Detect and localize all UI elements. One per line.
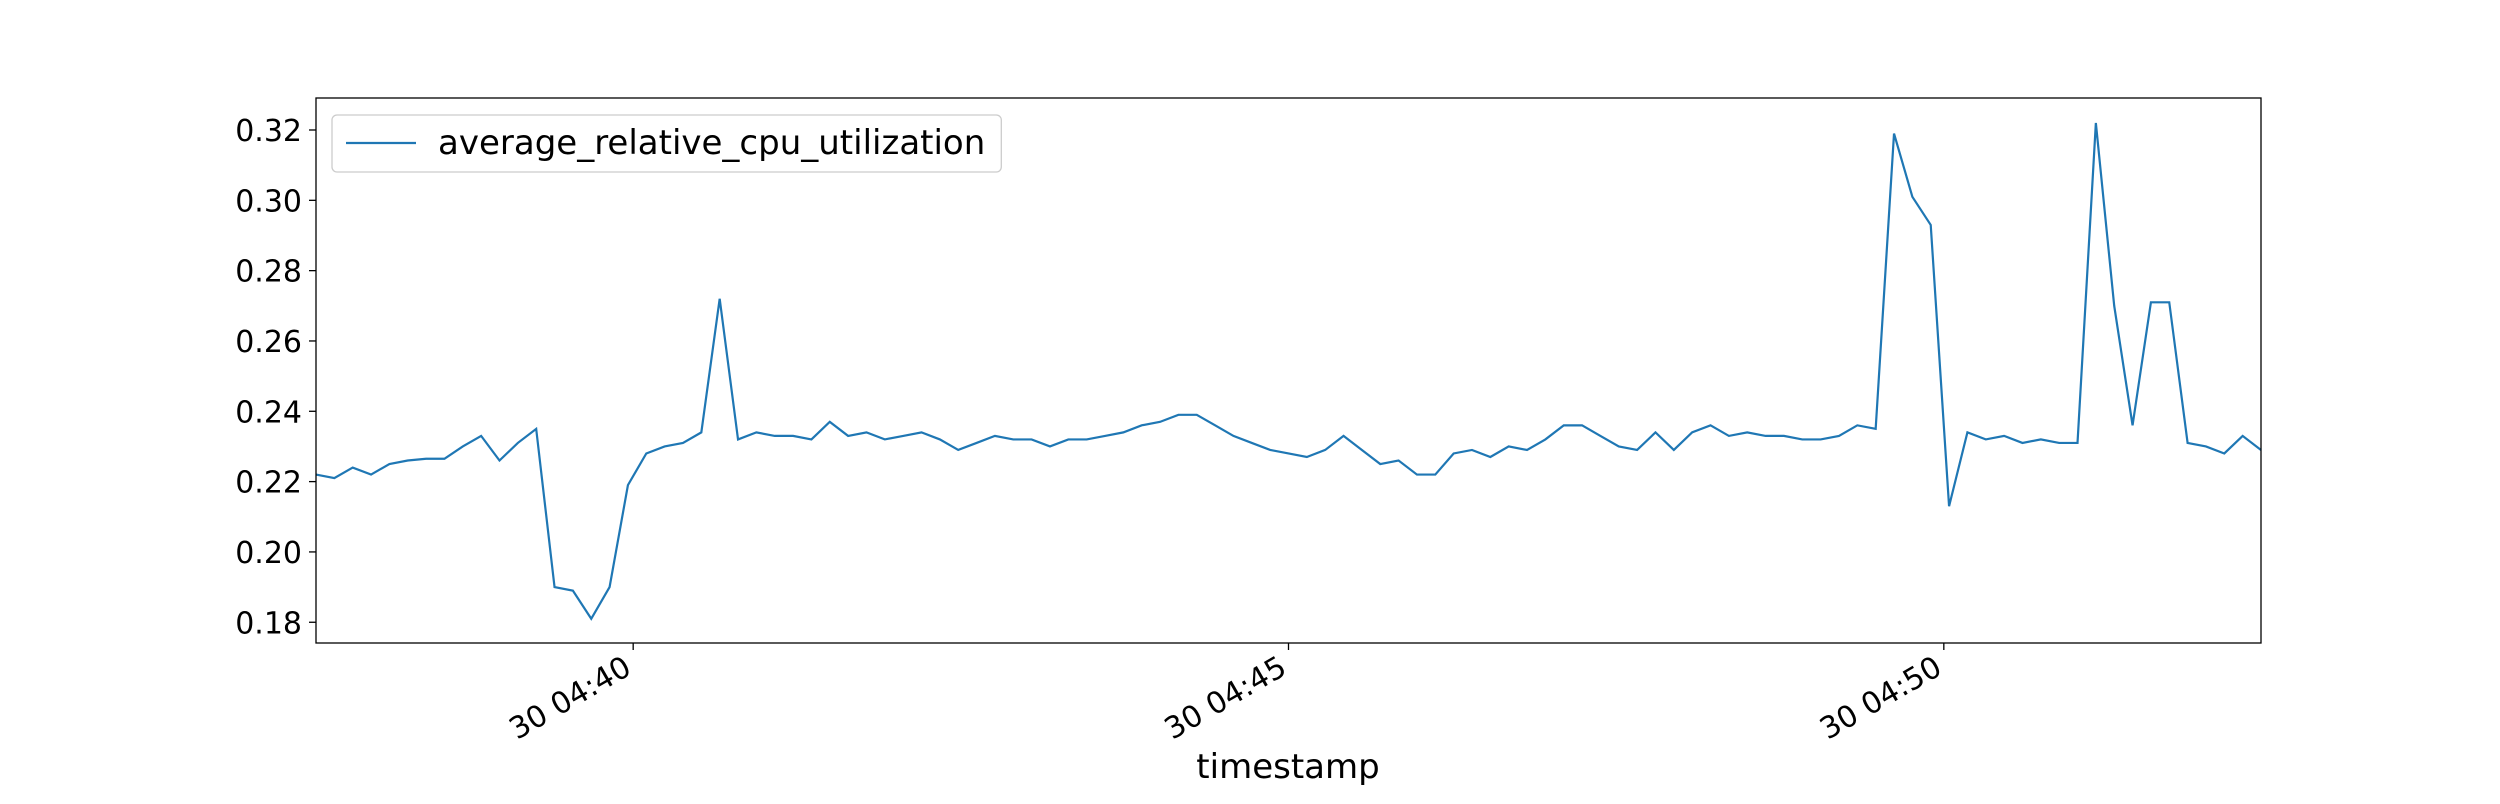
- y-tick-label: 0.30: [235, 184, 302, 219]
- y-tick-label: 0.20: [235, 536, 302, 571]
- x-tick-label: 30 04:40: [503, 650, 637, 747]
- x-tick-label: 30 04:45: [1159, 650, 1293, 747]
- legend-label: average_relative_cpu_utilization: [438, 123, 985, 163]
- x-axis-label: timestamp: [1196, 747, 1379, 787]
- y-tick-label: 0.32: [235, 114, 302, 149]
- y-tick-label: 0.18: [235, 606, 302, 641]
- legend-box: [331, 114, 1002, 173]
- y-tick-label: 0.24: [235, 395, 302, 430]
- x-tick-label: 30 04:50: [1814, 650, 1948, 747]
- y-tick-label: 0.28: [235, 255, 302, 290]
- y-tick-label: 0.26: [235, 325, 302, 360]
- y-tick-label: 0.22: [235, 466, 302, 501]
- plot-frame: [315, 97, 2262, 644]
- data-line: [315, 122, 2262, 621]
